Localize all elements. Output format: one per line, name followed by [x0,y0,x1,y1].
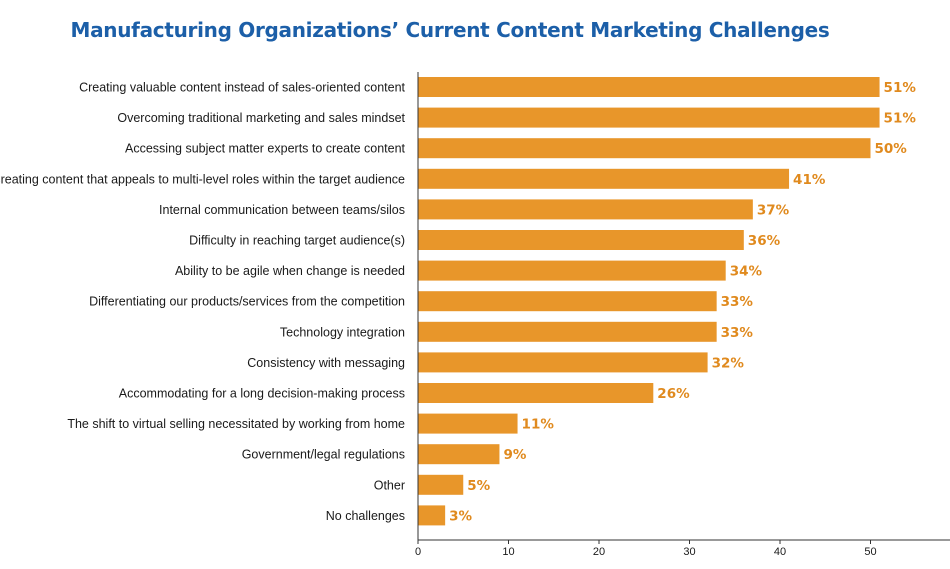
category-label: The shift to virtual selling necessitate… [67,417,405,431]
value-label: 3% [449,508,472,524]
category-label: Technology integration [280,325,405,339]
bar [418,291,717,312]
value-label: 5% [467,478,490,494]
bar [418,444,500,465]
bar [418,321,717,342]
value-label: 32% [712,355,745,371]
value-label: 51% [884,80,917,96]
category-labels: Creating valuable content instead of sal… [0,81,406,523]
x-tick-label: 10 [502,546,514,558]
value-label: 34% [730,264,763,280]
bar [418,199,753,220]
value-label: 33% [721,294,754,310]
category-label: Accommodating for a long decision-making… [119,387,405,401]
x-tick-label: 50 [864,546,876,558]
value-label: 41% [793,172,826,188]
value-label: 9% [503,447,526,463]
value-labels: 51% 51% 50% 41%37% 36% 34% 33% 33% 32% 26% 11% 9% 5%… [449,80,916,524]
category-label: Overcoming traditional marketing and sal… [117,111,405,125]
bars-group [418,77,880,526]
category-label: Creating content that appeals to multi-l… [0,172,405,186]
bar [418,474,464,495]
category-label: No challenges [326,509,405,523]
category-label: Ability to be agile when change is neede… [175,264,405,278]
bar [418,260,726,281]
bar [418,77,880,97]
value-label: 37% [757,202,790,218]
bar [418,230,744,250]
category-label: Creating valuable content instead of sal… [79,81,405,95]
x-tick-label: 30 [683,546,695,558]
category-label: Differentiating our products/services fr… [89,295,405,309]
value-label: 36% [748,233,781,249]
value-label: 11% [522,417,555,433]
value-label: 26% [657,386,690,402]
bar [418,505,446,526]
category-label: Government/legal regulations [242,448,405,462]
value-label: 51% [884,111,917,127]
bar [418,107,880,128]
chart-title: Manufacturing Organizations’ Current Con… [70,18,830,42]
category-label: Consistency with messaging [247,356,405,370]
category-label: Accessing subject matter experts to crea… [125,142,406,156]
x-axis: 0 10 20 30 40 50 [415,72,950,558]
category-label: Internal communication between teams/sil… [159,203,405,217]
bar [418,168,790,189]
x-tick-label: 40 [774,546,786,558]
category-label: Difficulty in reaching target audience(s… [189,234,405,248]
x-tick-label: 0 [415,546,421,558]
bar [418,138,871,159]
bar [418,383,654,403]
x-tick-label: 20 [593,546,605,558]
bar [418,352,708,373]
bar [418,413,518,434]
category-label: Other [374,478,405,492]
value-label: 50% [875,141,908,157]
value-label: 33% [721,325,754,341]
